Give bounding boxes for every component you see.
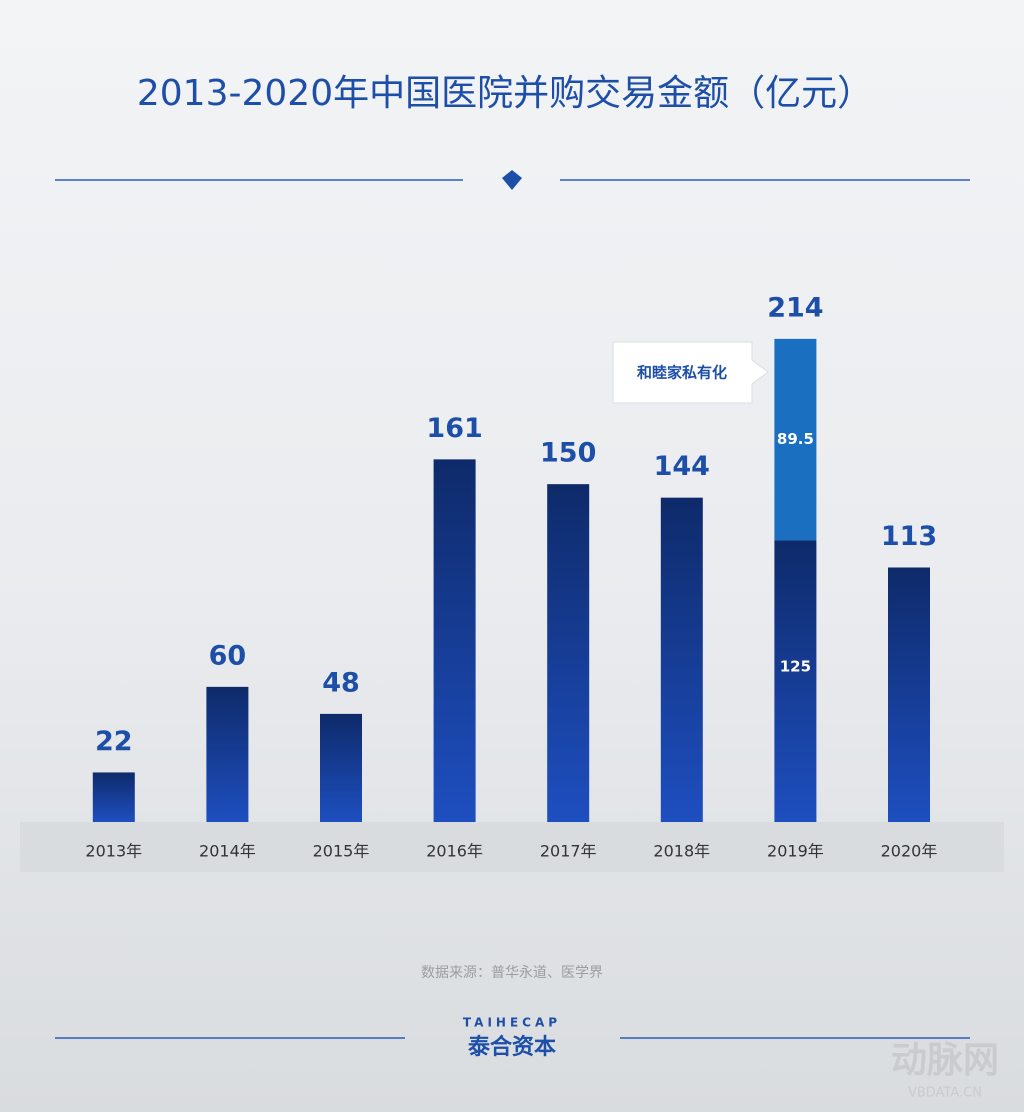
watermark-cn: 动脉网 bbox=[891, 1040, 999, 1081]
annotation: 和睦家私有化 bbox=[637, 364, 727, 382]
value-label: 48 bbox=[322, 667, 360, 698]
watermark-en: VBDATA.CN bbox=[908, 1086, 982, 1101]
bar-segment bbox=[774, 338, 817, 541]
chart-title: 2013-2020年中国医院并购交易金额（亿元） bbox=[137, 73, 873, 114]
bar bbox=[92, 772, 135, 822]
bar bbox=[774, 540, 817, 822]
bar bbox=[320, 713, 362, 822]
diamond-icon bbox=[502, 170, 522, 190]
callout-box bbox=[612, 341, 769, 404]
value-label: 161 bbox=[426, 413, 482, 444]
value-label: 22 bbox=[95, 726, 133, 757]
bar bbox=[888, 567, 930, 822]
bar bbox=[433, 459, 476, 822]
x-tick-label: 2015年 bbox=[313, 842, 370, 861]
segment-label: 89.5 bbox=[777, 430, 814, 448]
brand-cn: 泰合资本 bbox=[467, 1034, 556, 1060]
bar bbox=[206, 686, 249, 822]
x-tick-label: 2020年 bbox=[881, 842, 938, 861]
value-label: 144 bbox=[654, 451, 710, 482]
segment-label: 125 bbox=[780, 658, 811, 676]
x-tick-label: 2019年 bbox=[767, 842, 824, 861]
value-label: 150 bbox=[540, 438, 596, 469]
x-tick-label: 2018年 bbox=[653, 842, 710, 861]
x-tick-label: 2016年 bbox=[426, 842, 483, 861]
axis-band bbox=[20, 822, 1004, 872]
x-tick-label: 2017年 bbox=[540, 842, 597, 861]
bar bbox=[660, 497, 703, 822]
value-label: 113 bbox=[881, 521, 937, 552]
x-tick-label: 2013年 bbox=[85, 842, 142, 861]
value-label: 214 bbox=[767, 292, 823, 323]
x-tick-label: 2014年 bbox=[199, 842, 256, 861]
bar bbox=[547, 484, 590, 822]
brand-en: TAIHECAP bbox=[463, 1016, 561, 1030]
value-label: 60 bbox=[209, 640, 247, 671]
source-note: 数据来源：普华永道、医学界 bbox=[421, 965, 603, 981]
